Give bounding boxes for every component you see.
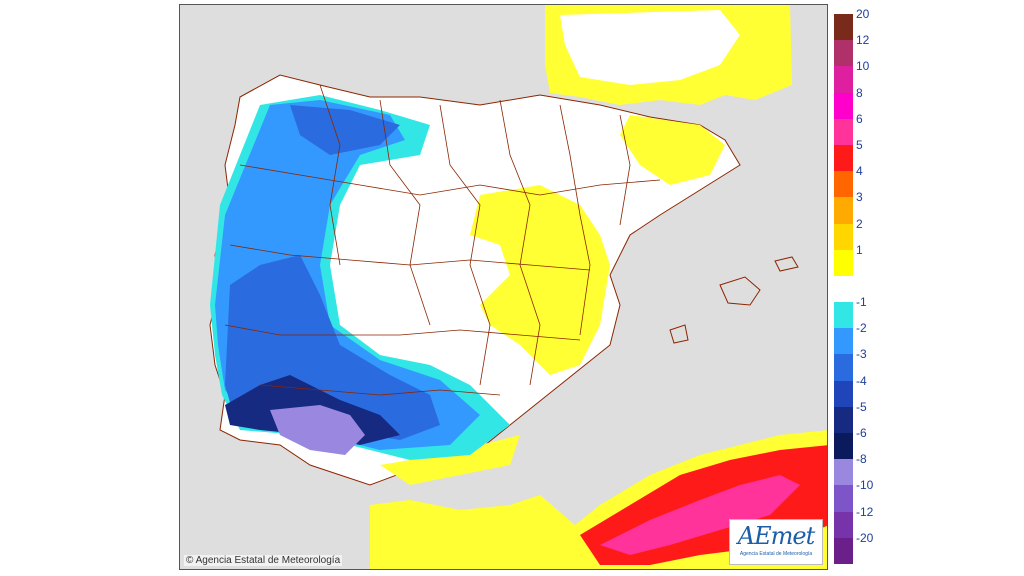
anomaly-map: © Agencia Estatal de Meteorología AEmet … (179, 4, 828, 570)
legend-label-negative-9: -20 (856, 530, 874, 545)
legend-label-negative-7: -10 (856, 478, 874, 493)
legend-swatch-positive-5 (834, 145, 853, 172)
legend-swatch-positive-9 (834, 249, 853, 277)
legend-label-negative-0: -1 (856, 295, 867, 309)
legend-label-negative-1: -2 (856, 321, 867, 336)
positive-anomaly-east (470, 185, 610, 375)
map-canvas (180, 5, 827, 569)
legend-swatch-negative-9 (834, 537, 853, 565)
legend-negative-bar (834, 302, 853, 565)
legend-swatch-negative-5 (834, 433, 853, 460)
legend-label-positive-3: 8 (856, 85, 863, 100)
legend-swatch-negative-7 (834, 485, 853, 513)
legend-swatch-positive-1 (834, 40, 853, 67)
negative-anomaly-purple (270, 405, 365, 455)
legend-swatch-negative-1 (834, 328, 853, 355)
legend-label-negative-6: -8 (856, 452, 867, 467)
legend-label-negative-8: -12 (856, 504, 874, 519)
balearic-ibiza (669, 324, 689, 344)
legend-swatch-positive-8 (834, 223, 853, 251)
legend-swatch-positive-0 (834, 14, 853, 41)
legend-label-positive-4: 6 (856, 111, 863, 126)
legend-swatch-negative-0 (834, 302, 853, 329)
color-legend: 20 12 10 8 6 5 4 3 2 1 -1 -2 -3 -4 -5 -6 -8 -10 -12 -20 (834, 7, 894, 566)
aemet-logo-subtitle: Agencia Estatal de Meteorología (739, 551, 813, 557)
province-boundaries (224, 84, 661, 396)
legend-swatch-negative-8 (834, 511, 853, 539)
legend-swatch-positive-7 (834, 197, 853, 225)
france-white-area (560, 10, 740, 85)
legend-swatch-positive-2 (834, 66, 853, 94)
legend-swatch-negative-6 (834, 459, 853, 486)
positive-anomaly-africa-pink (600, 475, 800, 555)
legend-label-positive-7: 3 (856, 190, 863, 205)
legend-positive-bar (834, 14, 853, 277)
aemet-logo: AEmet Agencia Estatal de Meteorología (729, 519, 823, 565)
legend-label-negative-5: -6 (856, 426, 867, 440)
legend-swatch-positive-3 (834, 92, 853, 120)
legend-swatch-negative-2 (834, 354, 853, 382)
legend-label-positive-0: 20 (856, 7, 870, 21)
legend-label-positive-5: 5 (856, 138, 863, 152)
legend-label-positive-2: 10 (856, 59, 870, 74)
positive-anomaly-south (380, 435, 520, 485)
legend-label-positive-6: 4 (856, 164, 863, 179)
copyright-notice: © Agencia Estatal de Meteorología (184, 555, 343, 566)
legend-label-negative-4: -5 (856, 399, 867, 414)
balearic-menorca (774, 256, 799, 272)
legend-swatch-positive-4 (834, 118, 853, 146)
legend-label-positive-8: 2 (856, 216, 863, 231)
balearic-mallorca (719, 276, 761, 306)
legend-label-negative-3: -4 (856, 373, 867, 388)
negative-anomaly-northwest (290, 105, 400, 155)
positive-anomaly-northeast (620, 115, 725, 185)
legend-label-positive-9: 1 (856, 242, 863, 257)
aemet-logo-wordmark: AEmet (737, 522, 815, 550)
legend-swatch-negative-3 (834, 380, 853, 408)
legend-swatch-negative-4 (834, 406, 853, 434)
legend-label-negative-2: -3 (856, 347, 867, 362)
legend-swatch-positive-6 (834, 171, 853, 198)
legend-label-positive-1: 12 (856, 33, 870, 48)
